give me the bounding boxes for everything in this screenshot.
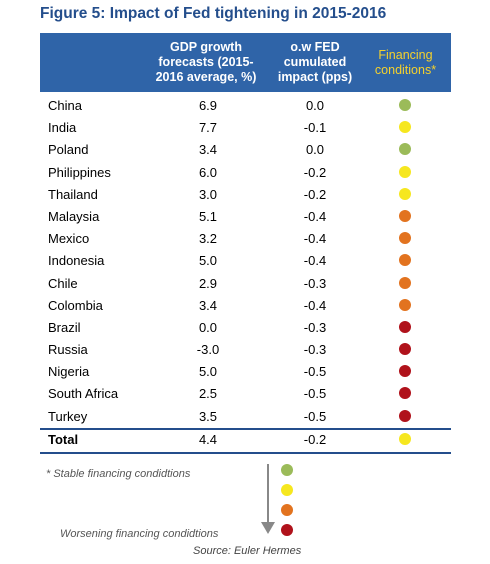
condition-dot: [399, 143, 411, 156]
total-label: Total: [48, 432, 79, 447]
country-label: Malaysia: [48, 208, 100, 224]
fed-impact-value: -0.2: [303, 164, 327, 180]
total-separator: [40, 428, 451, 430]
fed-impact-value: -0.3: [303, 319, 327, 335]
table-row: Russia -3.0 -0.3: [40, 339, 451, 361]
gdp-value: 3.4: [198, 297, 218, 313]
table-row: Thailand 3.0 -0.2: [40, 184, 451, 206]
country-label: Indonesia: [48, 253, 105, 269]
total-gdp: 4.4: [198, 432, 218, 447]
country-label: Colombia: [48, 297, 103, 313]
fed-impact-value: -0.4: [303, 297, 327, 313]
condition-dot: [399, 298, 411, 311]
fed-impact-value: -0.5: [303, 364, 327, 380]
condition-dot: [399, 254, 411, 267]
gdp-value: 3.2: [198, 231, 218, 247]
table-row: Mexico 3.2 -0.4: [40, 228, 451, 250]
legend-stable: * Stable financing condidtions: [46, 468, 191, 480]
fed-impact-value: -0.3: [303, 275, 327, 291]
condition-dot: [399, 121, 411, 134]
country-label: South Africa: [48, 386, 119, 402]
table-row: India 7.7 -0.1: [40, 117, 451, 139]
country-label: Thailand: [48, 186, 98, 202]
gdp-value: 6.9: [198, 98, 218, 113]
country-label: China: [48, 98, 82, 113]
source-note: Source: Euler Hermes: [193, 545, 302, 557]
fed-impact-value: -0.1: [303, 120, 327, 136]
fed-impact-value: -0.3: [303, 342, 327, 358]
gdp-value: 2.5: [198, 386, 218, 402]
fed-impact-value: -0.5: [303, 386, 327, 402]
legend-dot-green: [281, 464, 293, 476]
table-row: Nigeria 5.0 -0.5: [40, 361, 451, 383]
total-row: Total 4.4 -0.2: [40, 429, 451, 451]
table-row: Turkey 3.5 -0.5: [40, 406, 451, 428]
condition-dot: [399, 232, 411, 245]
gdp-value: 3.0: [198, 186, 218, 202]
total-fed: -0.2: [303, 432, 327, 447]
gdp-value: 5.0: [198, 253, 218, 269]
country-label: Chile: [48, 275, 78, 291]
condition-dot: [399, 365, 411, 378]
table-header: GDP growth forecasts (2015- 2016 average…: [40, 33, 451, 92]
gdp-value: 5.1: [198, 208, 218, 224]
country-label: Turkey: [48, 408, 88, 424]
arrow-head-icon: [261, 522, 275, 534]
condition-dot: [399, 99, 411, 111]
total-condition-dot: [399, 433, 411, 445]
table-row: China 6.9 0.0: [40, 95, 451, 117]
gdp-value: -3.0: [196, 342, 220, 358]
table-row: Chile 2.9 -0.3: [40, 273, 451, 295]
gdp-value: 3.4: [198, 142, 218, 158]
fed-impact-value: 0.0: [305, 142, 325, 158]
table-row: Colombia 3.4 -0.4: [40, 295, 451, 317]
gdp-value: 6.0: [198, 164, 218, 180]
condition-dot: [399, 276, 411, 289]
chart-title: Figure 5: Impact of Fed tightening in 20…: [40, 5, 387, 22]
gdp-value: 7.7: [198, 120, 218, 136]
condition-dot: [399, 343, 411, 356]
fed-impact-value: 0.0: [305, 98, 325, 113]
fed-impact-value: -0.4: [303, 253, 327, 269]
condition-dot: [399, 209, 411, 222]
table-row: Indonesia 5.0 -0.4: [40, 250, 451, 272]
country-label: Philippines: [48, 164, 111, 180]
fed-impact-value: -0.4: [303, 231, 327, 247]
country-label: Poland: [48, 142, 89, 158]
legend-worsening: Worsening financing condidtions: [60, 528, 219, 540]
country-label: Russia: [48, 342, 88, 358]
legend-dot-yellow: [281, 484, 293, 496]
gdp-value: 2.9: [198, 275, 218, 291]
country-label: Mexico: [48, 231, 90, 247]
fed-impact-value: -0.5: [303, 408, 327, 424]
condition-dot: [399, 165, 411, 178]
table-row: South Africa 2.5 -0.5: [40, 383, 451, 405]
gdp-value: 0.0: [198, 319, 218, 335]
fed-impact-value: -0.4: [303, 208, 327, 224]
condition-dot: [399, 320, 411, 333]
gdp-value: 5.0: [198, 364, 218, 380]
legend-dot-red: [281, 524, 293, 536]
header-fed: o.w FED cumulated impact (pps): [277, 40, 353, 84]
gdp-value: 3.5: [198, 408, 218, 424]
country-label: Brazil: [48, 319, 81, 335]
table-row: Philippines 6.0 -0.2: [40, 162, 451, 184]
legend-dot-orange: [281, 504, 293, 516]
condition-dot: [399, 387, 411, 400]
table-row: Brazil 0.0 -0.3: [40, 317, 451, 339]
country-label: India: [48, 120, 77, 136]
fed-impact-value: -0.2: [303, 186, 327, 202]
condition-dot: [399, 187, 411, 200]
bottom-separator: [40, 452, 451, 454]
header-financing: Financing conditions*: [374, 47, 437, 77]
country-label: Nigeria: [48, 364, 90, 380]
header-gdp: GDP growth forecasts (2015- 2016 average…: [155, 40, 257, 84]
table-row: Malaysia 5.1 -0.4: [40, 206, 451, 228]
condition-dot: [399, 409, 411, 422]
arrow-icon: [267, 464, 269, 524]
table-body: China 6.9 0.0 India 7.7 -0.1 Poland 3.4 0.0 Phili…: [40, 95, 451, 428]
table-row: Poland 3.4 0.0: [40, 139, 451, 161]
